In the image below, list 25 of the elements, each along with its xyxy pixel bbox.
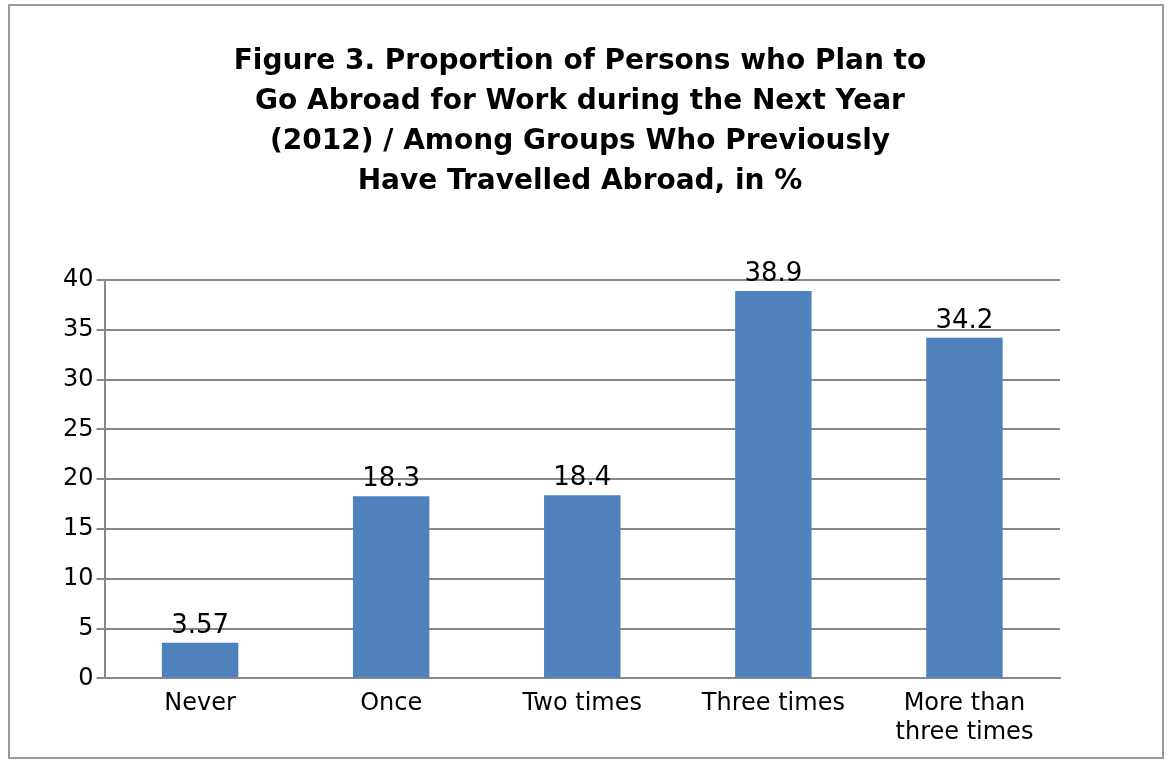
- bar: [352, 496, 430, 678]
- x-tick-label: Two times: [521, 688, 642, 717]
- data-label: 34.2: [935, 303, 994, 334]
- x-tick-label: Once: [360, 688, 423, 717]
- bar: [161, 642, 239, 678]
- y-tick-label: 20: [62, 463, 94, 492]
- y-tick-label: 10: [62, 563, 94, 592]
- x-tick-label: Three times: [700, 688, 845, 717]
- data-label: 38.9: [744, 256, 803, 287]
- y-tick-label: 5: [78, 612, 94, 641]
- x-tick-label: Never: [164, 688, 236, 717]
- x-tick-label: More than three times: [895, 688, 1034, 745]
- bar: [735, 290, 812, 678]
- y-tick-label: 0: [78, 662, 94, 691]
- y-tick-label: 30: [62, 363, 94, 392]
- y-tick-label: 25: [62, 413, 94, 442]
- y-tick-label: 40: [62, 264, 94, 293]
- bar: [926, 337, 1003, 678]
- data-label: 3.57: [171, 608, 230, 639]
- data-label: 18.4: [553, 460, 612, 491]
- y-tick-label: 35: [62, 314, 94, 343]
- bar: [544, 495, 621, 678]
- chart-title: Figure 3. Proportion of Persons who Plan to Go Abroad for Work during the Next Year (2012) / Among Groups Who Previously Have Travelled Abroad, in %: [232, 42, 928, 198]
- data-label: 18.3: [362, 461, 421, 492]
- y-tick-label: 15: [62, 513, 94, 542]
